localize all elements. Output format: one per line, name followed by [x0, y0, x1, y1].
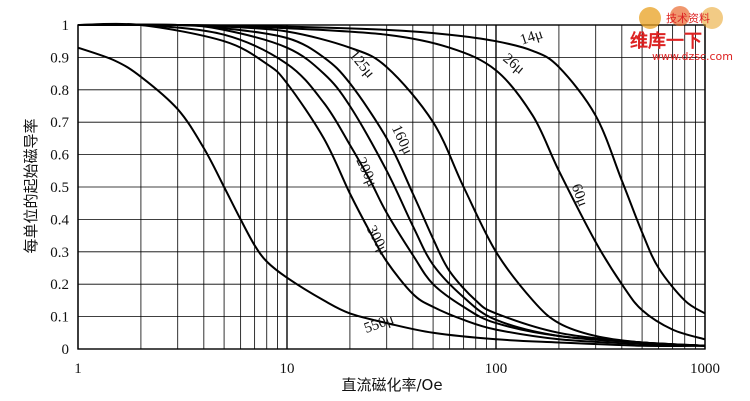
- x-tick-label: 10: [280, 361, 295, 377]
- y-tick-label: 0: [62, 342, 70, 358]
- curve-label-300u: 300μ: [363, 223, 391, 257]
- y-tick-label: 0.2: [50, 277, 69, 293]
- y-tick-label: 0.5: [50, 180, 69, 196]
- curve-label-14u: 14μ: [518, 26, 545, 48]
- watermark-line2: www.dzsc.com: [652, 50, 733, 62]
- y-tick-label: 0.8: [50, 83, 69, 99]
- curve-550u: [77, 46, 706, 348]
- y-tick-label: 0.4: [50, 212, 69, 228]
- curve-label-200u: 200μ: [352, 155, 379, 189]
- y-axis-label: 每单位的起始磁导率: [22, 118, 40, 253]
- curve-300u: [77, 22, 706, 347]
- curve-label-125u: 125μ: [346, 48, 378, 82]
- curve-200u: [77, 23, 706, 347]
- watermark-logo: 技术资料 维库一下 www.dzsc.com: [630, 6, 733, 62]
- x-tick-label: 1: [74, 361, 82, 377]
- curve-125u: [77, 23, 706, 347]
- curve-label-26u: 26μ: [500, 51, 528, 78]
- y-tick-label: 0.6: [50, 148, 69, 164]
- curve-labels: 14μ 26μ 60μ 125μ 160μ 200μ 300μ 550μ: [346, 26, 591, 337]
- curve-label-60u: 60μ: [568, 182, 591, 209]
- curve-label-160u: 160μ: [388, 123, 415, 157]
- y-tick-label: 0.1: [50, 310, 69, 326]
- grid: [77, 24, 706, 350]
- watermark-line1: 维库一下: [630, 30, 702, 52]
- x-tick-label: 1000: [690, 361, 720, 377]
- curves: [77, 22, 706, 348]
- y-tick-label: 0.3: [50, 245, 69, 261]
- curve-14u: [77, 23, 706, 315]
- y-tick-label: 0.9: [50, 50, 69, 66]
- curve-60u: [77, 23, 706, 347]
- watermark-line3: 技术资料: [666, 11, 710, 25]
- tick-labels: 0 0.1 0.2 0.3 0.4 0.5 0.6 0.7 0.8 0.9 1 1 10 100 1000: [50, 18, 720, 377]
- y-tick-label: 1: [62, 18, 70, 34]
- y-tick-label: 0.7: [50, 115, 69, 131]
- x-tick-label: 100: [485, 361, 508, 377]
- curve-26u: [77, 23, 706, 341]
- plot-frame: [77, 24, 706, 350]
- x-axis-label: 直流磁化率/Oe: [341, 376, 442, 394]
- curve-label-550u: 550μ: [362, 311, 396, 336]
